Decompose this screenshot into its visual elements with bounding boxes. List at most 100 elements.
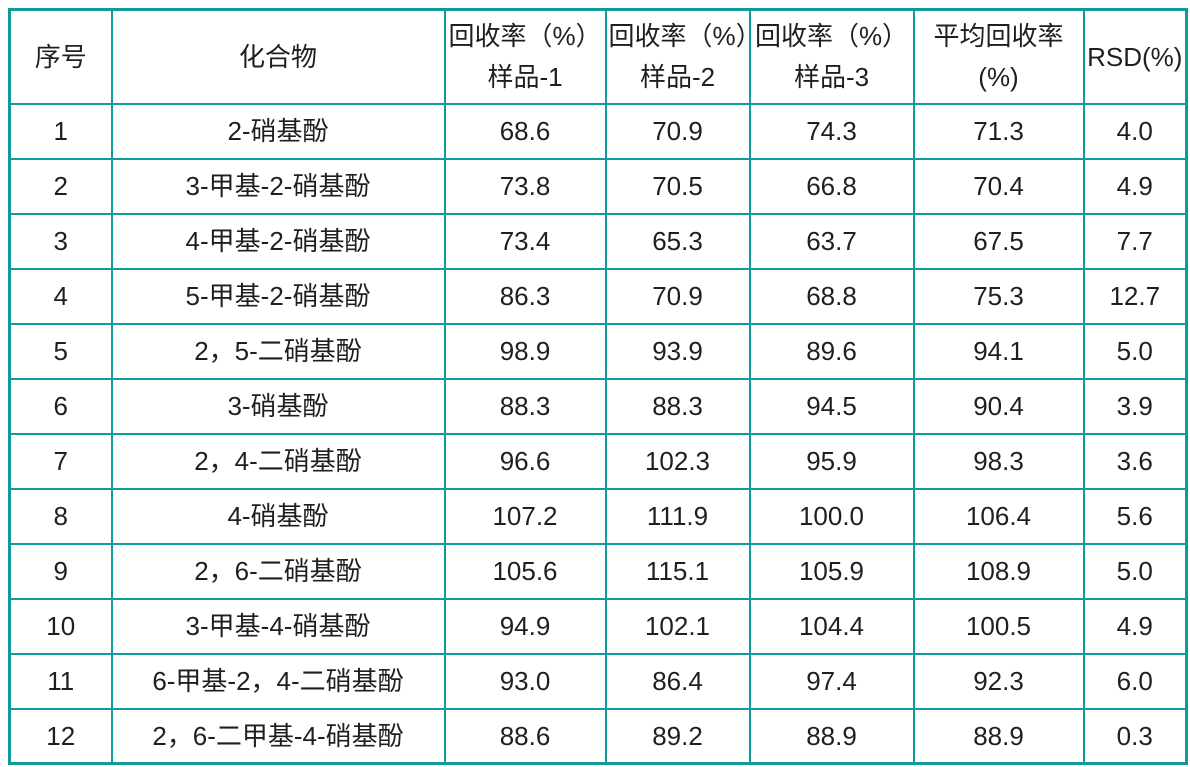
cell-recovery-sample-2: 88.3 xyxy=(604,377,751,435)
col-header-avg-line1: 平均回收率 xyxy=(933,20,1064,51)
col-header-compound: 化合物 xyxy=(110,8,446,105)
table-row: 3 4-甲基-2-硝基酚 73.4 65.3 63.7 67.5 7.7 xyxy=(8,212,1188,270)
cell-recovery-sample-2: 70.9 xyxy=(604,267,751,325)
cell-rsd: 7.7 xyxy=(1082,212,1188,270)
col-header-avg-recovery: 平均回收率 (%) xyxy=(912,8,1085,105)
cell-rsd: 5.0 xyxy=(1082,322,1188,380)
table-row: 9 2，6-二硝基酚 105.6 115.1 105.9 108.9 5.0 xyxy=(8,542,1188,600)
cell-recovery-sample-1: 107.2 xyxy=(443,487,607,545)
cell-compound: 4-甲基-2-硝基酚 xyxy=(110,212,446,270)
col-header-avg-line2: (%) xyxy=(978,62,1019,93)
cell-avg-recovery: 71.3 xyxy=(912,102,1085,160)
col-header-recovery-3-line1: 回收率（%） xyxy=(754,20,909,51)
col-header-compound-label: 化合物 xyxy=(238,41,317,72)
cell-avg-recovery: 88.9 xyxy=(912,707,1085,765)
cell-compound: 3-甲基-4-硝基酚 xyxy=(110,597,446,655)
cell-recovery-sample-1: 93.0 xyxy=(443,652,607,710)
cell-recovery-sample-2: 93.9 xyxy=(604,322,751,380)
cell-index: 12 xyxy=(8,707,113,765)
cell-avg-recovery: 67.5 xyxy=(912,212,1085,270)
col-header-recovery-3-line2: 样品-3 xyxy=(793,62,870,93)
col-header-index-label: 序号 xyxy=(34,41,87,72)
cell-index: 11 xyxy=(8,652,113,710)
cell-recovery-sample-1: 94.9 xyxy=(443,597,607,655)
cell-rsd: 12.7 xyxy=(1082,267,1188,325)
cell-avg-recovery: 75.3 xyxy=(912,267,1085,325)
cell-compound: 2-硝基酚 xyxy=(110,102,446,160)
cell-recovery-sample-1: 88.3 xyxy=(443,377,607,435)
cell-index: 5 xyxy=(8,322,113,380)
cell-index: 7 xyxy=(8,432,113,490)
cell-recovery-sample-3: 105.9 xyxy=(748,542,915,600)
recovery-table-container: 序号 化合物 回收率（%） 样品-1 回收率（%） 样品-2 回收率（%） xyxy=(8,8,1188,765)
col-header-rsd: RSD(%) xyxy=(1082,8,1188,105)
cell-recovery-sample-2: 86.4 xyxy=(604,652,751,710)
cell-compound: 2，6-二硝基酚 xyxy=(110,542,446,600)
cell-recovery-sample-3: 89.6 xyxy=(748,322,915,380)
cell-index: 6 xyxy=(8,377,113,435)
cell-recovery-sample-3: 63.7 xyxy=(748,212,915,270)
table-body: 1 2-硝基酚 68.6 70.9 74.3 71.3 4.0 2 3-甲基-2-硝基酚 73.8… xyxy=(8,102,1188,765)
cell-avg-recovery: 70.4 xyxy=(912,157,1085,215)
cell-recovery-sample-3: 104.4 xyxy=(748,597,915,655)
col-header-index: 序号 xyxy=(8,8,113,105)
cell-recovery-sample-2: 70.9 xyxy=(604,102,751,160)
cell-rsd: 5.0 xyxy=(1082,542,1188,600)
cell-recovery-sample-2: 111.9 xyxy=(604,487,751,545)
cell-recovery-sample-1: 96.6 xyxy=(443,432,607,490)
cell-recovery-sample-3: 97.4 xyxy=(748,652,915,710)
cell-rsd: 4.9 xyxy=(1082,597,1188,655)
cell-rsd: 3.9 xyxy=(1082,377,1188,435)
cell-index: 2 xyxy=(8,157,113,215)
cell-recovery-sample-2: 115.1 xyxy=(604,542,751,600)
cell-recovery-sample-1: 73.8 xyxy=(443,157,607,215)
col-header-rsd-label: RSD(%) xyxy=(1087,41,1183,72)
recovery-table: 序号 化合物 回收率（%） 样品-1 回收率（%） 样品-2 回收率（%） xyxy=(8,8,1188,765)
table-row: 11 6-甲基-2，4-二硝基酚 93.0 86.4 97.4 92.3 6.0 xyxy=(8,652,1188,710)
cell-recovery-sample-3: 74.3 xyxy=(748,102,915,160)
cell-recovery-sample-2: 102.3 xyxy=(604,432,751,490)
cell-recovery-sample-1: 98.9 xyxy=(443,322,607,380)
table-row: 6 3-硝基酚 88.3 88.3 94.5 90.4 3.9 xyxy=(8,377,1188,435)
cell-rsd: 5.6 xyxy=(1082,487,1188,545)
cell-recovery-sample-3: 68.8 xyxy=(748,267,915,325)
cell-avg-recovery: 94.1 xyxy=(912,322,1085,380)
cell-rsd: 4.9 xyxy=(1082,157,1188,215)
cell-recovery-sample-2: 102.1 xyxy=(604,597,751,655)
cell-rsd: 4.0 xyxy=(1082,102,1188,160)
table-row: 5 2，5-二硝基酚 98.9 93.9 89.6 94.1 5.0 xyxy=(8,322,1188,380)
cell-index: 10 xyxy=(8,597,113,655)
cell-avg-recovery: 90.4 xyxy=(912,377,1085,435)
cell-avg-recovery: 98.3 xyxy=(912,432,1085,490)
table-row: 1 2-硝基酚 68.6 70.9 74.3 71.3 4.0 xyxy=(8,102,1188,160)
cell-recovery-sample-2: 89.2 xyxy=(604,707,751,765)
cell-recovery-sample-2: 70.5 xyxy=(604,157,751,215)
col-header-recovery-1-line2: 样品-1 xyxy=(487,62,563,93)
col-header-recovery-sample-2: 回收率（%） 样品-2 xyxy=(604,8,751,105)
cell-compound: 3-甲基-2-硝基酚 xyxy=(110,157,446,215)
cell-compound: 6-甲基-2，4-二硝基酚 xyxy=(110,652,446,710)
cell-recovery-sample-3: 95.9 xyxy=(748,432,915,490)
cell-rsd: 0.3 xyxy=(1082,707,1188,765)
cell-compound: 2，6-二甲基-4-硝基酚 xyxy=(110,707,446,765)
col-header-recovery-sample-3: 回收率（%） 样品-3 xyxy=(748,8,915,105)
cell-compound: 4-硝基酚 xyxy=(110,487,446,545)
cell-avg-recovery: 106.4 xyxy=(912,487,1085,545)
cell-recovery-sample-2: 65.3 xyxy=(604,212,751,270)
cell-avg-recovery: 92.3 xyxy=(912,652,1085,710)
cell-recovery-sample-3: 94.5 xyxy=(748,377,915,435)
table-row: 10 3-甲基-4-硝基酚 94.9 102.1 104.4 100.5 4.9 xyxy=(8,597,1188,655)
col-header-recovery-2-line2: 样品-2 xyxy=(639,62,716,93)
cell-recovery-sample-1: 105.6 xyxy=(443,542,607,600)
col-header-recovery-2-line1: 回收率（%） xyxy=(608,20,750,51)
cell-compound: 5-甲基-2-硝基酚 xyxy=(110,267,446,325)
table-row: 12 2，6-二甲基-4-硝基酚 88.6 89.2 88.9 88.9 0.3 xyxy=(8,707,1188,765)
header-row: 序号 化合物 回收率（%） 样品-1 回收率（%） 样品-2 回收率（%） xyxy=(8,8,1188,105)
cell-compound: 2，5-二硝基酚 xyxy=(110,322,446,380)
col-header-recovery-sample-1: 回收率（%） 样品-1 xyxy=(443,8,607,105)
cell-index: 1 xyxy=(8,102,113,160)
cell-compound: 2，4-二硝基酚 xyxy=(110,432,446,490)
cell-recovery-sample-3: 88.9 xyxy=(748,707,915,765)
cell-recovery-sample-1: 86.3 xyxy=(443,267,607,325)
cell-recovery-sample-1: 68.6 xyxy=(443,102,607,160)
